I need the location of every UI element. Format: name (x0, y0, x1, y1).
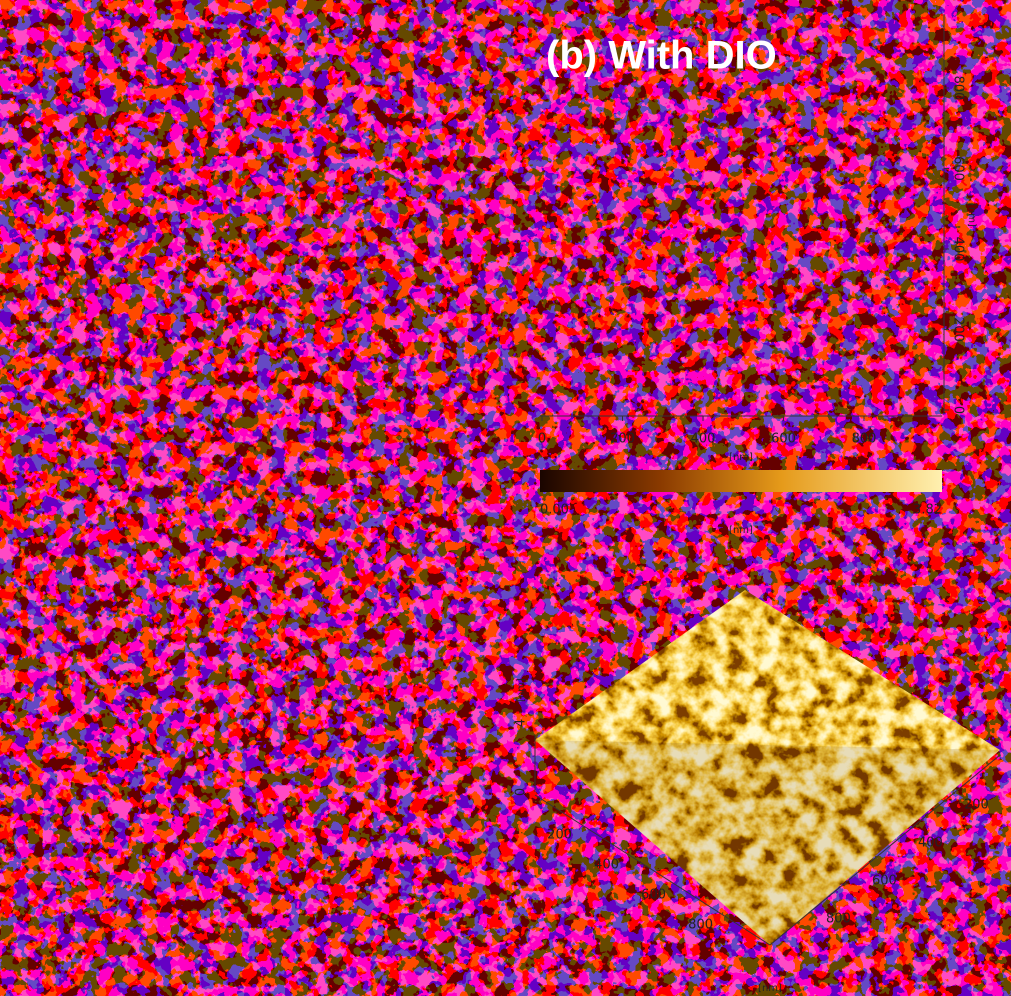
left-tick-label: 600 (141, 877, 166, 892)
right-tick-label: 800 (326, 905, 351, 920)
y-tick-label: 400 (951, 237, 966, 262)
colorbar (80, 470, 482, 492)
z-tick-label: 0 (514, 788, 529, 796)
figure: (a) Without DIO0200400600800[nm]02004006… (0, 0, 1011, 996)
surface-unit: [nm] (258, 978, 282, 989)
z-tick-label: 0 (14, 768, 29, 776)
left-tick-label: 400 (594, 858, 619, 873)
right-tick-label: 400 (918, 836, 943, 851)
x-unit: [nm] (729, 452, 753, 463)
z-unit: [nm] (16, 658, 27, 682)
right-tick-label: 400 (418, 825, 443, 840)
x-tick-label: 600 (311, 432, 336, 447)
left-tick-label: 200 (547, 828, 572, 843)
y-tick-label: 200 (951, 317, 966, 342)
x-tick-label: 200 (150, 432, 175, 447)
x-tick-label: 800 (852, 432, 877, 447)
z-tick-label: 15 (14, 695, 29, 712)
panel-title: (a) Without DIO (86, 34, 377, 78)
y-tick-label: 0 (491, 406, 506, 414)
x-tick-label: 0 (78, 432, 86, 447)
x-tick-label: 200 (610, 432, 635, 447)
x-tick-label: 400 (231, 432, 256, 447)
right-tick-label: 200 (464, 785, 489, 800)
right-tick-label: 800 (826, 912, 851, 927)
right-tick-label: 600 (372, 865, 397, 880)
colorbar (540, 470, 942, 492)
y-tick-label: 400 (491, 237, 506, 262)
y-unit: [nm] (506, 203, 517, 227)
panel-title: (b) With DIO (546, 34, 777, 78)
right-tick-label: 200 (964, 798, 989, 813)
z-unit: [nm] (516, 678, 527, 702)
colorbar-min: 0.00 (80, 503, 109, 518)
x-unit: [nm] (269, 452, 293, 463)
right-tick-label: 600 (872, 874, 897, 889)
x-tick-label: 0 (538, 432, 546, 447)
colorbar-min: 0.00 (540, 503, 569, 518)
x-tick-label: 600 (771, 432, 796, 447)
y-tick-label: 800 (951, 76, 966, 101)
left-tick-label: 400 (94, 844, 119, 859)
surface-unit: [nm] (758, 983, 782, 994)
y-tick-label: 600 (491, 156, 506, 181)
left-tick-label: 200 (47, 811, 72, 826)
x-tick-label: 800 (392, 432, 417, 447)
left-tick-label: 800 (188, 910, 213, 925)
colorbar-unit: [nm] (729, 525, 753, 536)
y-tick-label: 0 (951, 406, 966, 414)
colorbar-unit: [nm] (269, 525, 293, 536)
y-unit: [nm] (966, 203, 977, 227)
colorbar-max: 3.82 (913, 503, 942, 518)
left-tick-label: 600 (641, 888, 666, 903)
y-tick-label: 600 (951, 156, 966, 181)
y-tick-label: 800 (491, 76, 506, 101)
phase-inset (292, 228, 482, 414)
colorbar-max: 14.65 (445, 503, 482, 518)
x-tick-label: 400 (691, 432, 716, 447)
y-tick-label: 200 (491, 317, 506, 342)
z-tick-label: 4 (514, 719, 529, 727)
phase-inset (752, 228, 942, 414)
left-tick-label: 800 (688, 918, 713, 933)
